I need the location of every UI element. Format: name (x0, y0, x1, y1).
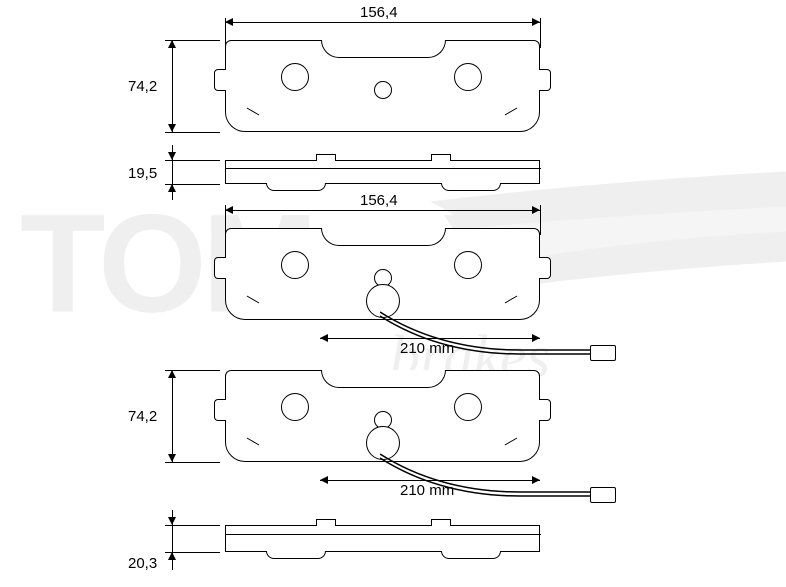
side-bump (266, 183, 326, 191)
wear-mark (247, 438, 260, 446)
dim-line (172, 370, 173, 462)
sensor-connector (590, 487, 616, 503)
pad-tab (214, 257, 226, 279)
arrow-icon (532, 476, 540, 484)
arrow-icon (168, 370, 176, 378)
dim-label-sensor-2: 210 mm (400, 482, 454, 499)
pad-tab (214, 69, 226, 91)
side-bump (431, 154, 451, 161)
side-bump (266, 551, 326, 559)
ext-line (540, 18, 541, 48)
side-bump (316, 154, 336, 161)
pad-hole (454, 393, 482, 421)
arrow-icon (168, 152, 176, 160)
dim-label-sensor-1: 210 mm (400, 340, 454, 357)
side-bump (441, 551, 501, 559)
arrow-icon (532, 334, 540, 342)
wear-mark (247, 108, 260, 116)
arrow-icon (168, 124, 176, 132)
pad-notch (321, 228, 446, 246)
dim-label-thickness-1: 19,5 (128, 165, 157, 182)
wear-mark (505, 108, 518, 116)
ext-line (540, 205, 541, 235)
dim-label-height-2: 74,2 (128, 408, 157, 425)
pad-hole (454, 63, 482, 91)
dim-line (225, 22, 540, 23)
arrow-icon (532, 206, 540, 214)
arrow-icon (532, 18, 540, 26)
pad-hole (454, 251, 482, 279)
technical-diagram: 156,4 74,2 19,5 156,4 (0, 0, 786, 587)
dim-label-width-top: 156,4 (360, 4, 398, 21)
arrow-icon (168, 40, 176, 48)
dim-label-width-mid: 156,4 (360, 192, 398, 209)
pad-hole (374, 81, 392, 99)
arrow-icon (168, 184, 176, 192)
ext-line (165, 462, 220, 463)
arrow-icon (225, 18, 233, 26)
arrow-icon (168, 517, 176, 525)
sensor-connector (590, 345, 616, 361)
arrow-icon (320, 334, 328, 342)
side-bump (316, 519, 336, 526)
side-split (226, 168, 541, 169)
pad-tab (539, 399, 551, 421)
ext-line (165, 525, 220, 526)
pad-tab (539, 69, 551, 91)
brake-pad-side-1 (225, 160, 540, 184)
dim-line (320, 480, 540, 481)
pad-tab (214, 399, 226, 421)
arrow-icon (168, 552, 176, 560)
arrow-icon (320, 476, 328, 484)
dim-line (172, 40, 173, 132)
brake-pad-side-2 (225, 525, 540, 552)
arrow-icon (225, 206, 233, 214)
arrow-icon (168, 454, 176, 462)
side-bump (441, 183, 501, 191)
pad-notch (321, 40, 446, 58)
pad-hole (281, 63, 309, 91)
pad-hole (281, 251, 309, 279)
dim-line (320, 338, 540, 339)
pad-tab (539, 257, 551, 279)
ext-line (165, 132, 220, 133)
dim-label-thickness-2: 20,3 (128, 555, 157, 572)
dim-label-height-1: 74,2 (128, 78, 157, 95)
pad-notch (321, 370, 446, 388)
dim-line (225, 210, 540, 211)
pad-hole (281, 393, 309, 421)
wear-mark (247, 296, 260, 304)
side-split (226, 534, 541, 535)
brake-pad-1 (225, 40, 540, 132)
ext-line (165, 160, 220, 161)
side-bump (431, 519, 451, 526)
